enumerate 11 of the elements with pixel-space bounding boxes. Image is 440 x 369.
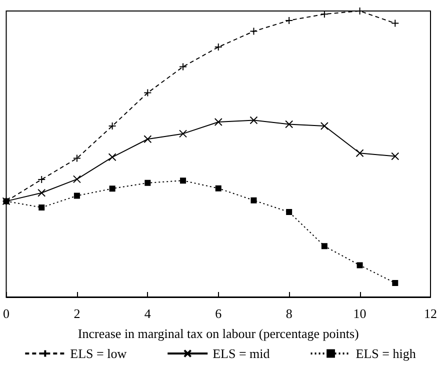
x-tick-label: 4 <box>144 306 152 321</box>
legend-label: ELS = high <box>356 346 416 361</box>
legend-label: ELS = mid <box>212 346 270 361</box>
x-tick-label: 8 <box>286 306 292 321</box>
legend-label: ELS = low <box>70 346 128 361</box>
x-tick-label: 0 <box>3 306 10 321</box>
x-tick-label: 6 <box>215 306 222 321</box>
x-tick-label: 10 <box>353 306 366 321</box>
x-tick-label: 12 <box>424 306 437 321</box>
x-tick-label: 2 <box>74 306 80 321</box>
x-axis-title: Increase in marginal tax on labour (percentage points) <box>78 326 359 341</box>
